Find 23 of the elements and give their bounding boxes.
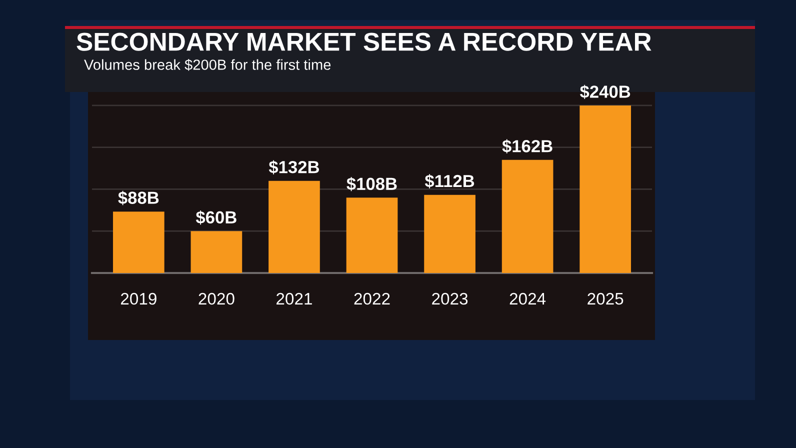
x-tick-label: 2022: [354, 292, 390, 305]
x-tick-label: 2020: [198, 292, 234, 305]
bar: [502, 160, 554, 273]
data-label: $132B: [268, 160, 320, 174]
x-tick-label: 2021: [276, 292, 312, 305]
x-tick-label: 2024: [510, 292, 546, 305]
chart-subtitle: Volumes break $200B for the first time: [84, 58, 331, 71]
bar: [424, 194, 476, 273]
data-label: $112B: [424, 174, 474, 188]
data-label: $240B: [580, 84, 630, 99]
bar: [346, 198, 398, 273]
x-tick-label: 2025: [588, 292, 624, 305]
x-tick-label: 2023: [432, 292, 468, 305]
bar: [190, 231, 242, 273]
data-label: $88B: [118, 190, 159, 206]
chart-title: SECONDARY MARKET SEES A RECORD YEAR: [76, 32, 652, 51]
x-tick-label: 2019: [120, 292, 156, 305]
bar: [268, 180, 320, 273]
data-label: $108B: [346, 176, 397, 192]
bar: [580, 105, 631, 273]
bar: [113, 212, 164, 273]
data-label: $162B: [502, 139, 552, 154]
data-label: $60B: [196, 210, 236, 225]
